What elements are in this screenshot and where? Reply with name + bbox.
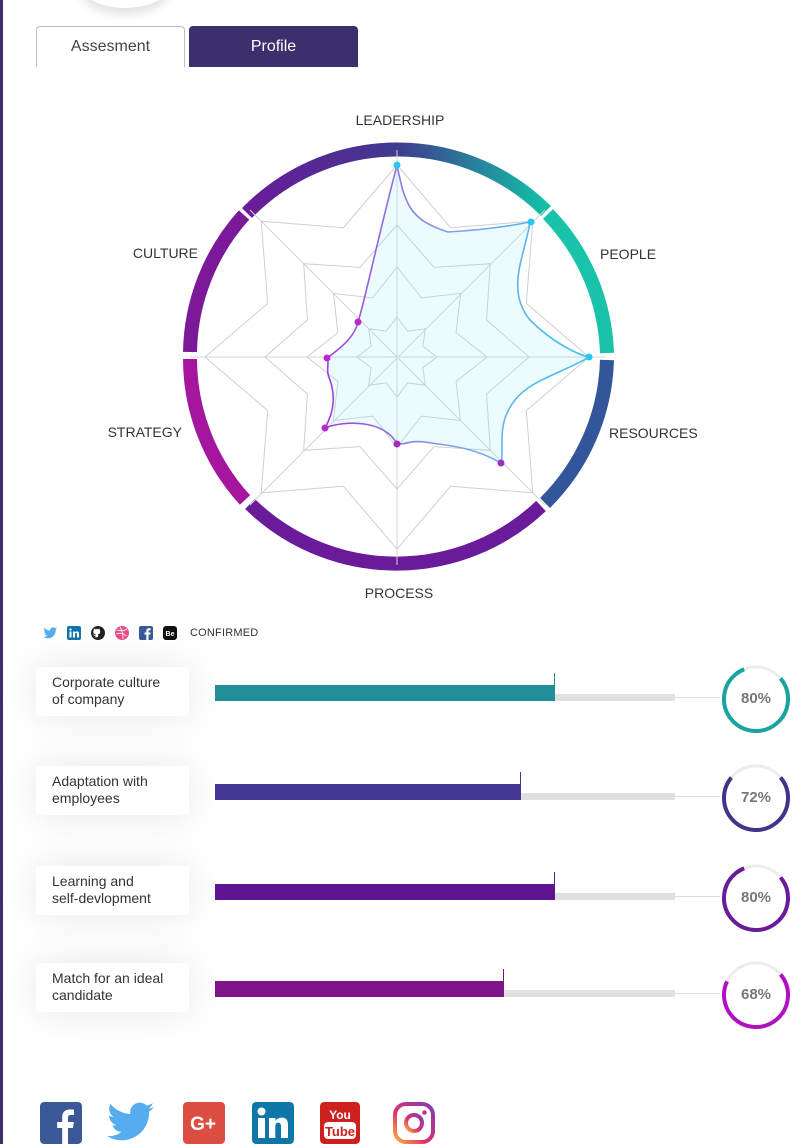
metric-bar-marker [554, 673, 555, 690]
metric-label-line2: candidate [52, 987, 113, 1003]
metric-percent-label: 80% [740, 889, 772, 906]
metric-bar-fill [215, 784, 521, 800]
metric-bar-fill [215, 685, 555, 701]
confirmed-label: CONFIRMED [190, 627, 259, 639]
metric-percent-label: 80% [740, 690, 772, 707]
facebook-icon[interactable] [138, 625, 154, 641]
radar-grid-ring [204, 164, 590, 550]
metric-label-line2: self-devlopment [52, 890, 151, 906]
twitter-icon[interactable] [42, 625, 58, 641]
metric-percent-label: 68% [740, 986, 772, 1003]
metric-label-line2: employees [52, 790, 120, 806]
metric-connector-line [675, 697, 720, 698]
axis-label-process: PROCESS [365, 585, 433, 601]
linkedin-icon[interactable] [66, 625, 82, 641]
left-border [0, 0, 3, 1144]
linkedin-icon[interactable] [252, 1102, 294, 1144]
metric-percent-label: 72% [740, 789, 772, 806]
metric-bar-marker [520, 772, 521, 789]
svg-text:You: You [329, 1108, 351, 1122]
axis-label-strategy: STRATEGY [108, 424, 183, 440]
metric-connector-line [675, 896, 720, 897]
metric-label-line1: Adaptation with [52, 773, 148, 789]
tab-assesment[interactable]: Assesment [36, 26, 185, 67]
radar-grid-ring [264, 224, 530, 490]
metric-label-line1: Match for an ideal [52, 970, 164, 986]
radar-grid-ring [356, 316, 438, 398]
youtube-icon[interactable]: You Tube [320, 1102, 360, 1144]
metric-percent-ring [722, 665, 790, 733]
top-decoration [80, 0, 170, 8]
metric-percent-ring [722, 864, 790, 932]
twitter-icon[interactable] [106, 1102, 156, 1144]
instagram-icon[interactable] [393, 1102, 435, 1144]
google-plus-icon[interactable]: G+ [183, 1102, 225, 1144]
svg-text:Be: Be [166, 631, 175, 638]
metric-label-card: Learning and self-devlopment [36, 866, 189, 915]
metric-label-card: Match for an ideal candidate [36, 963, 189, 1012]
tab-profile[interactable]: Profile [189, 26, 358, 67]
metric-label-line1: Learning and [52, 873, 134, 889]
confirmed-social-row: Be CONFIRMED [42, 625, 258, 641]
facebook-icon[interactable] [40, 1102, 82, 1144]
axis-label-leadership: LEADERSHIP [356, 112, 445, 128]
metric-connector-line [675, 796, 720, 797]
radar-grid [190, 150, 605, 565]
radar-chart: LEADERSHIP PEOPLE RESOURCES PROCESS STRA… [108, 112, 698, 601]
metric-label-line1: Corporate culture [52, 674, 161, 690]
radar-points [321, 161, 593, 467]
svg-text:Tube: Tube [325, 1124, 355, 1139]
metric-percent-ring [722, 961, 790, 1029]
radar-data-area [323, 164, 592, 465]
axis-label-culture: CULTURE [133, 245, 198, 261]
metric-bar-marker [503, 969, 504, 986]
metric-bar-marker [554, 872, 555, 889]
metric-bar-fill [215, 884, 555, 900]
axis-label-people: PEOPLE [600, 246, 656, 262]
metric-bar-fill [215, 981, 504, 997]
metric-percent-ring [722, 764, 790, 832]
metric-label-card: Adaptation with employees [36, 766, 189, 815]
svg-text:G+: G+ [190, 1114, 216, 1135]
metric-label-line2: of company [52, 691, 125, 707]
metric-label-card: Corporate culture of company [36, 667, 189, 716]
dribbble-icon[interactable] [114, 625, 130, 641]
axis-label-resources: RESOURCES [609, 425, 698, 441]
behance-icon[interactable]: Be [162, 625, 178, 641]
github-icon[interactable] [90, 625, 106, 641]
metric-connector-line [675, 993, 720, 994]
radar-outer-ring [183, 142, 614, 571]
